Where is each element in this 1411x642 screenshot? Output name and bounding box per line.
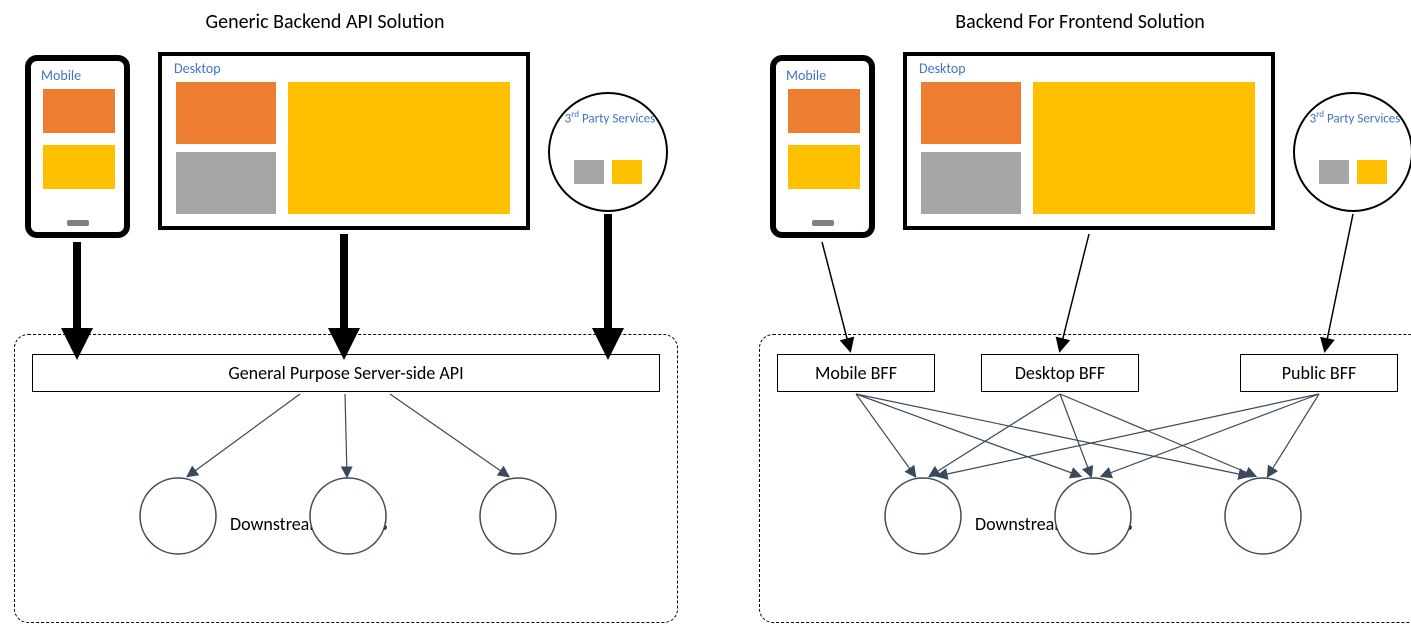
left-title: Generic Backend API Solution — [175, 10, 475, 34]
left-downstream-label: Downstream Services — [230, 513, 387, 535]
desktop-block-gray-r — [921, 152, 1021, 214]
mobile-home-button-r — [812, 220, 834, 226]
desktop-block-orange-r — [921, 82, 1021, 144]
right-arrow-desktop — [1060, 234, 1089, 350]
desktop-block-orange — [176, 82, 276, 144]
mobile-label: Mobile — [41, 67, 81, 84]
thirdparty-label-r: 3rd Party Services — [1295, 110, 1411, 127]
left-thirdparty-circle: 3rd Party Services — [548, 92, 668, 212]
circle-block-yellow — [612, 160, 642, 184]
mobile-label-r: Mobile — [786, 67, 826, 84]
desktop-block-gray — [176, 152, 276, 214]
right-title: Backend For Frontend Solution — [930, 10, 1230, 34]
left-desktop-device: Desktop — [158, 52, 530, 230]
public-bff-box: Public BFF — [1240, 354, 1398, 392]
desktop-block-yellow-r — [1033, 82, 1255, 214]
left-mobile-device: Mobile — [25, 55, 130, 238]
desktop-label: Desktop — [174, 60, 221, 77]
circle-block-yellow-r — [1357, 160, 1387, 184]
circle-block-gray — [574, 160, 604, 184]
right-arrow-circle — [1325, 214, 1353, 350]
right-downstream-label: Downstream Services — [975, 513, 1132, 535]
thirdparty-label: 3rd Party Services — [550, 110, 670, 127]
right-mobile-device: Mobile — [770, 55, 875, 238]
circle-block-gray-r — [1319, 160, 1349, 184]
mobile-block-orange-r — [788, 89, 860, 133]
general-api-box: General Purpose Server-side API — [32, 354, 660, 392]
mobile-block-yellow — [43, 145, 115, 189]
mobile-block-yellow-r — [788, 145, 860, 189]
desktop-block-yellow — [288, 82, 510, 214]
mobile-home-button — [67, 220, 89, 226]
right-desktop-device: Desktop — [903, 52, 1275, 230]
mobile-block-orange — [43, 89, 115, 133]
mobile-bff-box: Mobile BFF — [777, 354, 935, 392]
right-thirdparty-circle: 3rd Party Services — [1293, 92, 1411, 212]
desktop-bff-box: Desktop BFF — [981, 354, 1139, 392]
desktop-label-r: Desktop — [919, 60, 966, 77]
